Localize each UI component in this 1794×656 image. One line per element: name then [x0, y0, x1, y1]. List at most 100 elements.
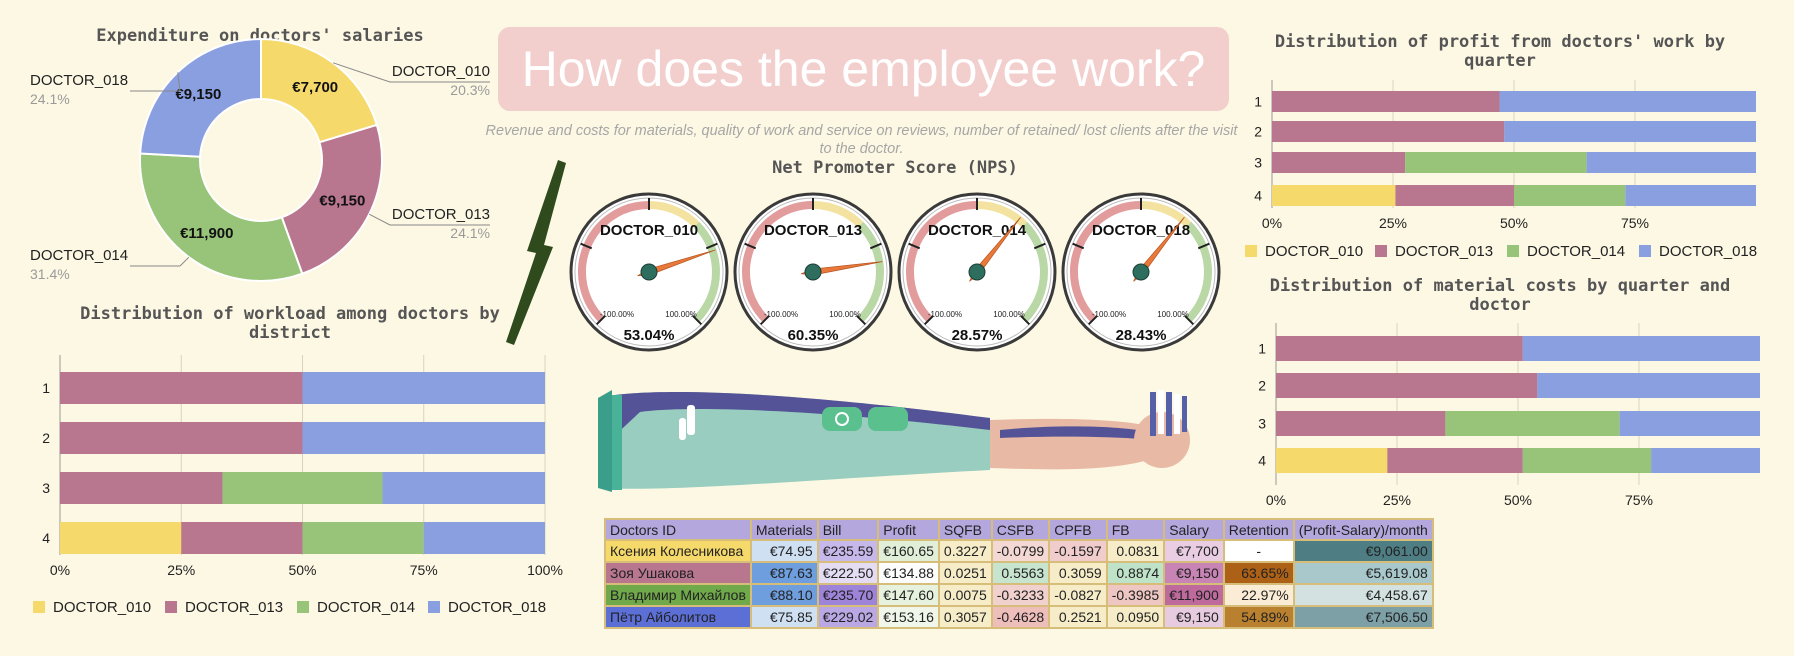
gauge-max-label: 100.00%	[993, 310, 1025, 319]
pie-category-label: DOCTOR_010	[392, 63, 490, 80]
table-cell: -0.0827	[1050, 585, 1106, 605]
pie-value-label: €9,150	[175, 86, 221, 103]
legend-label: DOCTOR_014	[317, 599, 415, 616]
doctor-name-cell: Ксения Колесникова	[606, 541, 750, 561]
y-tick-label: 1	[1254, 94, 1262, 110]
bar-segment-DOCTOR_018	[1537, 373, 1760, 398]
table-cell: €5,619.08	[1294, 563, 1432, 583]
profit-bar-chart: 0% 25% 50% 75% 1 2 3 4 DOCTOR_010 DOCTOR_013 DOCTO…	[1245, 80, 1757, 260]
gauge-tick	[595, 315, 606, 326]
bar-segment-DOCTOR_013	[1272, 152, 1406, 173]
gauge-name-label: DOCTOR_010	[600, 222, 698, 239]
x-tick-label: 25%	[1383, 492, 1411, 508]
x-tick-label: 0%	[1262, 215, 1282, 231]
legend-label: DOCTOR_013	[185, 599, 283, 616]
gauge-band-high	[1185, 221, 1212, 323]
x-tick-label: 75%	[1621, 215, 1649, 231]
pie-leader-line	[177, 72, 181, 92]
gauge-min-label: -100.00%	[600, 310, 634, 319]
table-cell: €147.60	[879, 585, 938, 605]
column-header: (Profit-Salary)/month	[1294, 520, 1432, 539]
table-cell: 0.2521	[1050, 607, 1106, 627]
table-cell: 54.89%	[1224, 607, 1293, 627]
toothbrush-illustration	[598, 390, 1190, 492]
bar-segment-DOCTOR_013	[1272, 121, 1505, 142]
gauge-value-label: 28.43%	[1116, 327, 1167, 344]
table-cell: 0.0831	[1107, 541, 1164, 561]
pie-slice-DOCTOR_014	[139, 152, 304, 282]
doctor-name-cell: Владимир Михайлов	[606, 585, 750, 605]
gauge-hub	[804, 263, 822, 281]
bar-segment-DOCTOR_018	[1504, 121, 1756, 142]
gauge-hub	[1132, 263, 1150, 281]
gauge-value-label: 53.04%	[624, 327, 675, 344]
table-cell: €235.70	[818, 585, 878, 605]
pie-percent-label: 24.1%	[450, 225, 490, 241]
bar-segment-DOCTOR_018	[1619, 411, 1760, 436]
gauge-tick	[692, 315, 703, 326]
legend-swatch	[1507, 245, 1519, 257]
table-cell: €229.02	[818, 607, 878, 627]
pie-category-label: DOCTOR_014	[30, 247, 128, 264]
pie-value-label: €11,900	[180, 225, 233, 242]
table-cell: €74.95	[751, 541, 817, 561]
table-cell: €75.85	[751, 607, 817, 627]
doctors-table: Doctors ID Materials Bill Profit SQFB CSFB CPF…	[604, 518, 1434, 629]
legend-swatch	[1375, 245, 1387, 257]
gauge-tick	[1184, 315, 1195, 326]
table-cell: 0.5563	[992, 563, 1049, 583]
table-cell: 0.3057	[939, 607, 991, 627]
column-header: Salary	[1165, 520, 1223, 539]
legend-swatch	[428, 601, 440, 613]
gauge-tick	[856, 315, 867, 326]
gauge-band-mid	[812, 201, 864, 228]
table-cell: €7,506.50	[1294, 607, 1432, 627]
bar-segment-DOCTOR_018	[1522, 336, 1760, 361]
table-cell: 63.65%	[1224, 563, 1293, 583]
legend-label: DOCTOR_013	[1395, 243, 1493, 260]
pie-value-label: €7,700	[292, 79, 338, 96]
table-cell: -0.0799	[992, 541, 1049, 561]
table-cell: €153.16	[879, 607, 938, 627]
bar-segment-DOCTOR_010	[1272, 185, 1396, 206]
table-cell: 0.0251	[939, 563, 991, 583]
legend-label: DOCTOR_010	[53, 599, 151, 616]
gauge-tick	[923, 315, 934, 326]
table-cell: -0.1597	[1050, 541, 1106, 561]
bar-segment-DOCTOR_018	[302, 422, 545, 454]
x-tick-label: 25%	[167, 562, 195, 578]
bar-segment-DOCTOR_014	[1405, 152, 1587, 173]
gauge-tick	[759, 315, 770, 326]
gauge-band-high	[693, 221, 720, 323]
gauge-needle	[969, 217, 1021, 282]
gauge-name-label: DOCTOR_018	[1092, 222, 1190, 239]
doctor-name-cell: Пётр Айболитов	[606, 607, 750, 627]
bar-segment-DOCTOR_018	[1499, 91, 1756, 112]
x-tick-label: 50%	[1500, 215, 1528, 231]
column-header: Doctors ID	[606, 520, 750, 539]
gauge-tick	[908, 242, 921, 250]
pie-slice-DOCTOR_010	[260, 37, 379, 144]
column-header: CPFB	[1050, 520, 1106, 539]
gauge-max-label: 100.00%	[1157, 310, 1189, 319]
y-tick-label: 1	[42, 380, 50, 396]
table-cell: €87.63	[751, 563, 817, 583]
gauge-hub	[968, 263, 986, 281]
table-cell: €88.10	[751, 585, 817, 605]
table-cell: 0.8874	[1107, 563, 1164, 583]
table-cell: €11,900	[1165, 585, 1223, 605]
x-tick-label: 0%	[50, 562, 70, 578]
legend-swatch	[33, 601, 45, 613]
profit-title: Distribution of profit from doctors' wor…	[1274, 32, 1726, 71]
x-tick-label: 75%	[410, 562, 438, 578]
pie-leader-line	[368, 213, 391, 226]
doctor-name-cell: Зоя Ушакова	[606, 563, 750, 583]
gauge-hub	[640, 263, 658, 281]
page-title: How does the employee work?	[498, 27, 1229, 111]
gauge-max-label: 100.00%	[665, 310, 697, 319]
lightning-bolt-icon	[506, 160, 566, 345]
gauge-name-label: DOCTOR_014	[928, 222, 1027, 239]
table-row: Ксения Колесникова €74.95 €235.59 €160.65 0.…	[606, 541, 1432, 561]
legend-swatch	[1245, 245, 1257, 257]
